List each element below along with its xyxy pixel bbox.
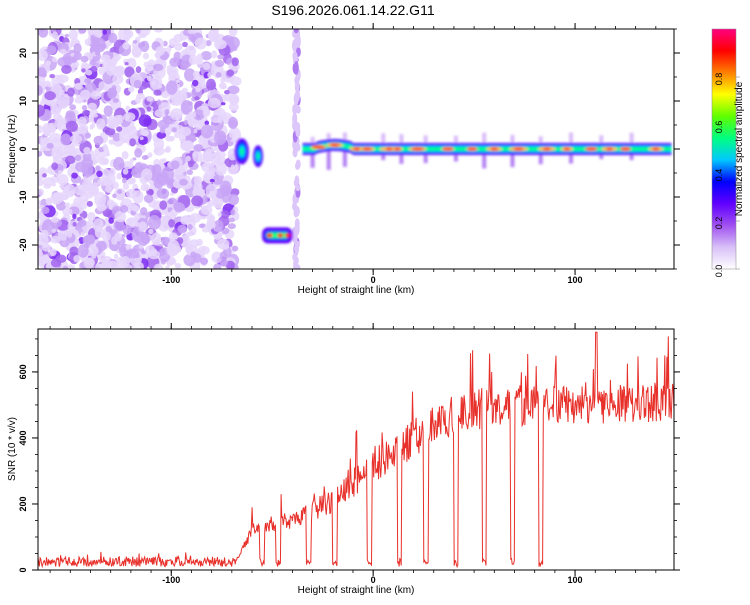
colorbar-label: Normalized spectral amplitude xyxy=(734,81,745,216)
spectrogram-x-axis: -100 0 100 xyxy=(49,23,657,285)
y-tick-label: 200 xyxy=(18,496,28,511)
x-tick-label: -100 xyxy=(162,575,180,585)
snr-y-label: SNR (10 * v/v) xyxy=(7,417,18,481)
y-tick-label: 400 xyxy=(18,430,28,445)
x-tick-label: 100 xyxy=(568,575,583,585)
colorbar: 0.0 0.2 0.4 0.6 0.8 Normalized spectral ampl… xyxy=(711,28,745,278)
snr-frame xyxy=(37,328,675,571)
y-tick-label: 10 xyxy=(18,96,28,106)
colorbar-tick-label: 0.8 xyxy=(714,73,724,86)
x-tick-label: -100 xyxy=(162,275,180,285)
snr-x-label: Height of straight line (km) xyxy=(298,585,415,596)
vertical-streak xyxy=(291,29,301,269)
snr-panel: -100 0 100 0 200 400 600 Height of straight l… xyxy=(7,323,680,596)
x-tick-label: 0 xyxy=(371,275,376,285)
spectrogram-image xyxy=(38,29,672,269)
colorbar-gradient xyxy=(712,29,736,269)
blob-b xyxy=(253,145,264,168)
colorbar-tick-label: 0.2 xyxy=(714,217,724,230)
main-line xyxy=(302,132,672,170)
y-tick-label: 0 xyxy=(18,146,28,151)
y-tick-label: 20 xyxy=(18,48,28,58)
spectrogram-y-label: Frequency (Hz) xyxy=(7,115,18,184)
x-tick-label: 0 xyxy=(371,575,376,585)
y-tick-label: 0 xyxy=(18,567,28,572)
low-band xyxy=(262,227,293,244)
snr-y-axis: 0 200 400 600 xyxy=(18,338,680,573)
colorbar-tick-label: 0.4 xyxy=(714,169,724,182)
y-tick-label: -10 xyxy=(18,190,28,203)
colorbar-tick-label: 0.6 xyxy=(714,121,724,134)
snr-series-line xyxy=(38,331,674,569)
x-tick-label: 100 xyxy=(568,275,583,285)
colorbar-tick-label: 0.0 xyxy=(714,265,724,278)
blob-a xyxy=(234,138,249,165)
figure-title: S196.2026.061.14.22.G11 xyxy=(271,2,434,18)
y-tick-label: 600 xyxy=(18,364,28,379)
colorbar-frame xyxy=(711,28,737,270)
noise-region xyxy=(38,29,242,269)
snr-x-axis: -100 0 100 xyxy=(49,323,657,585)
y-tick-label: -20 xyxy=(18,238,28,251)
spectrogram-y-axis: -20 -10 0 10 20 xyxy=(18,28,680,270)
colorbar-ticks: 0.0 0.2 0.4 0.6 0.8 xyxy=(714,73,740,278)
spectrogram-x-label: Height of straight line (km) xyxy=(298,285,415,296)
